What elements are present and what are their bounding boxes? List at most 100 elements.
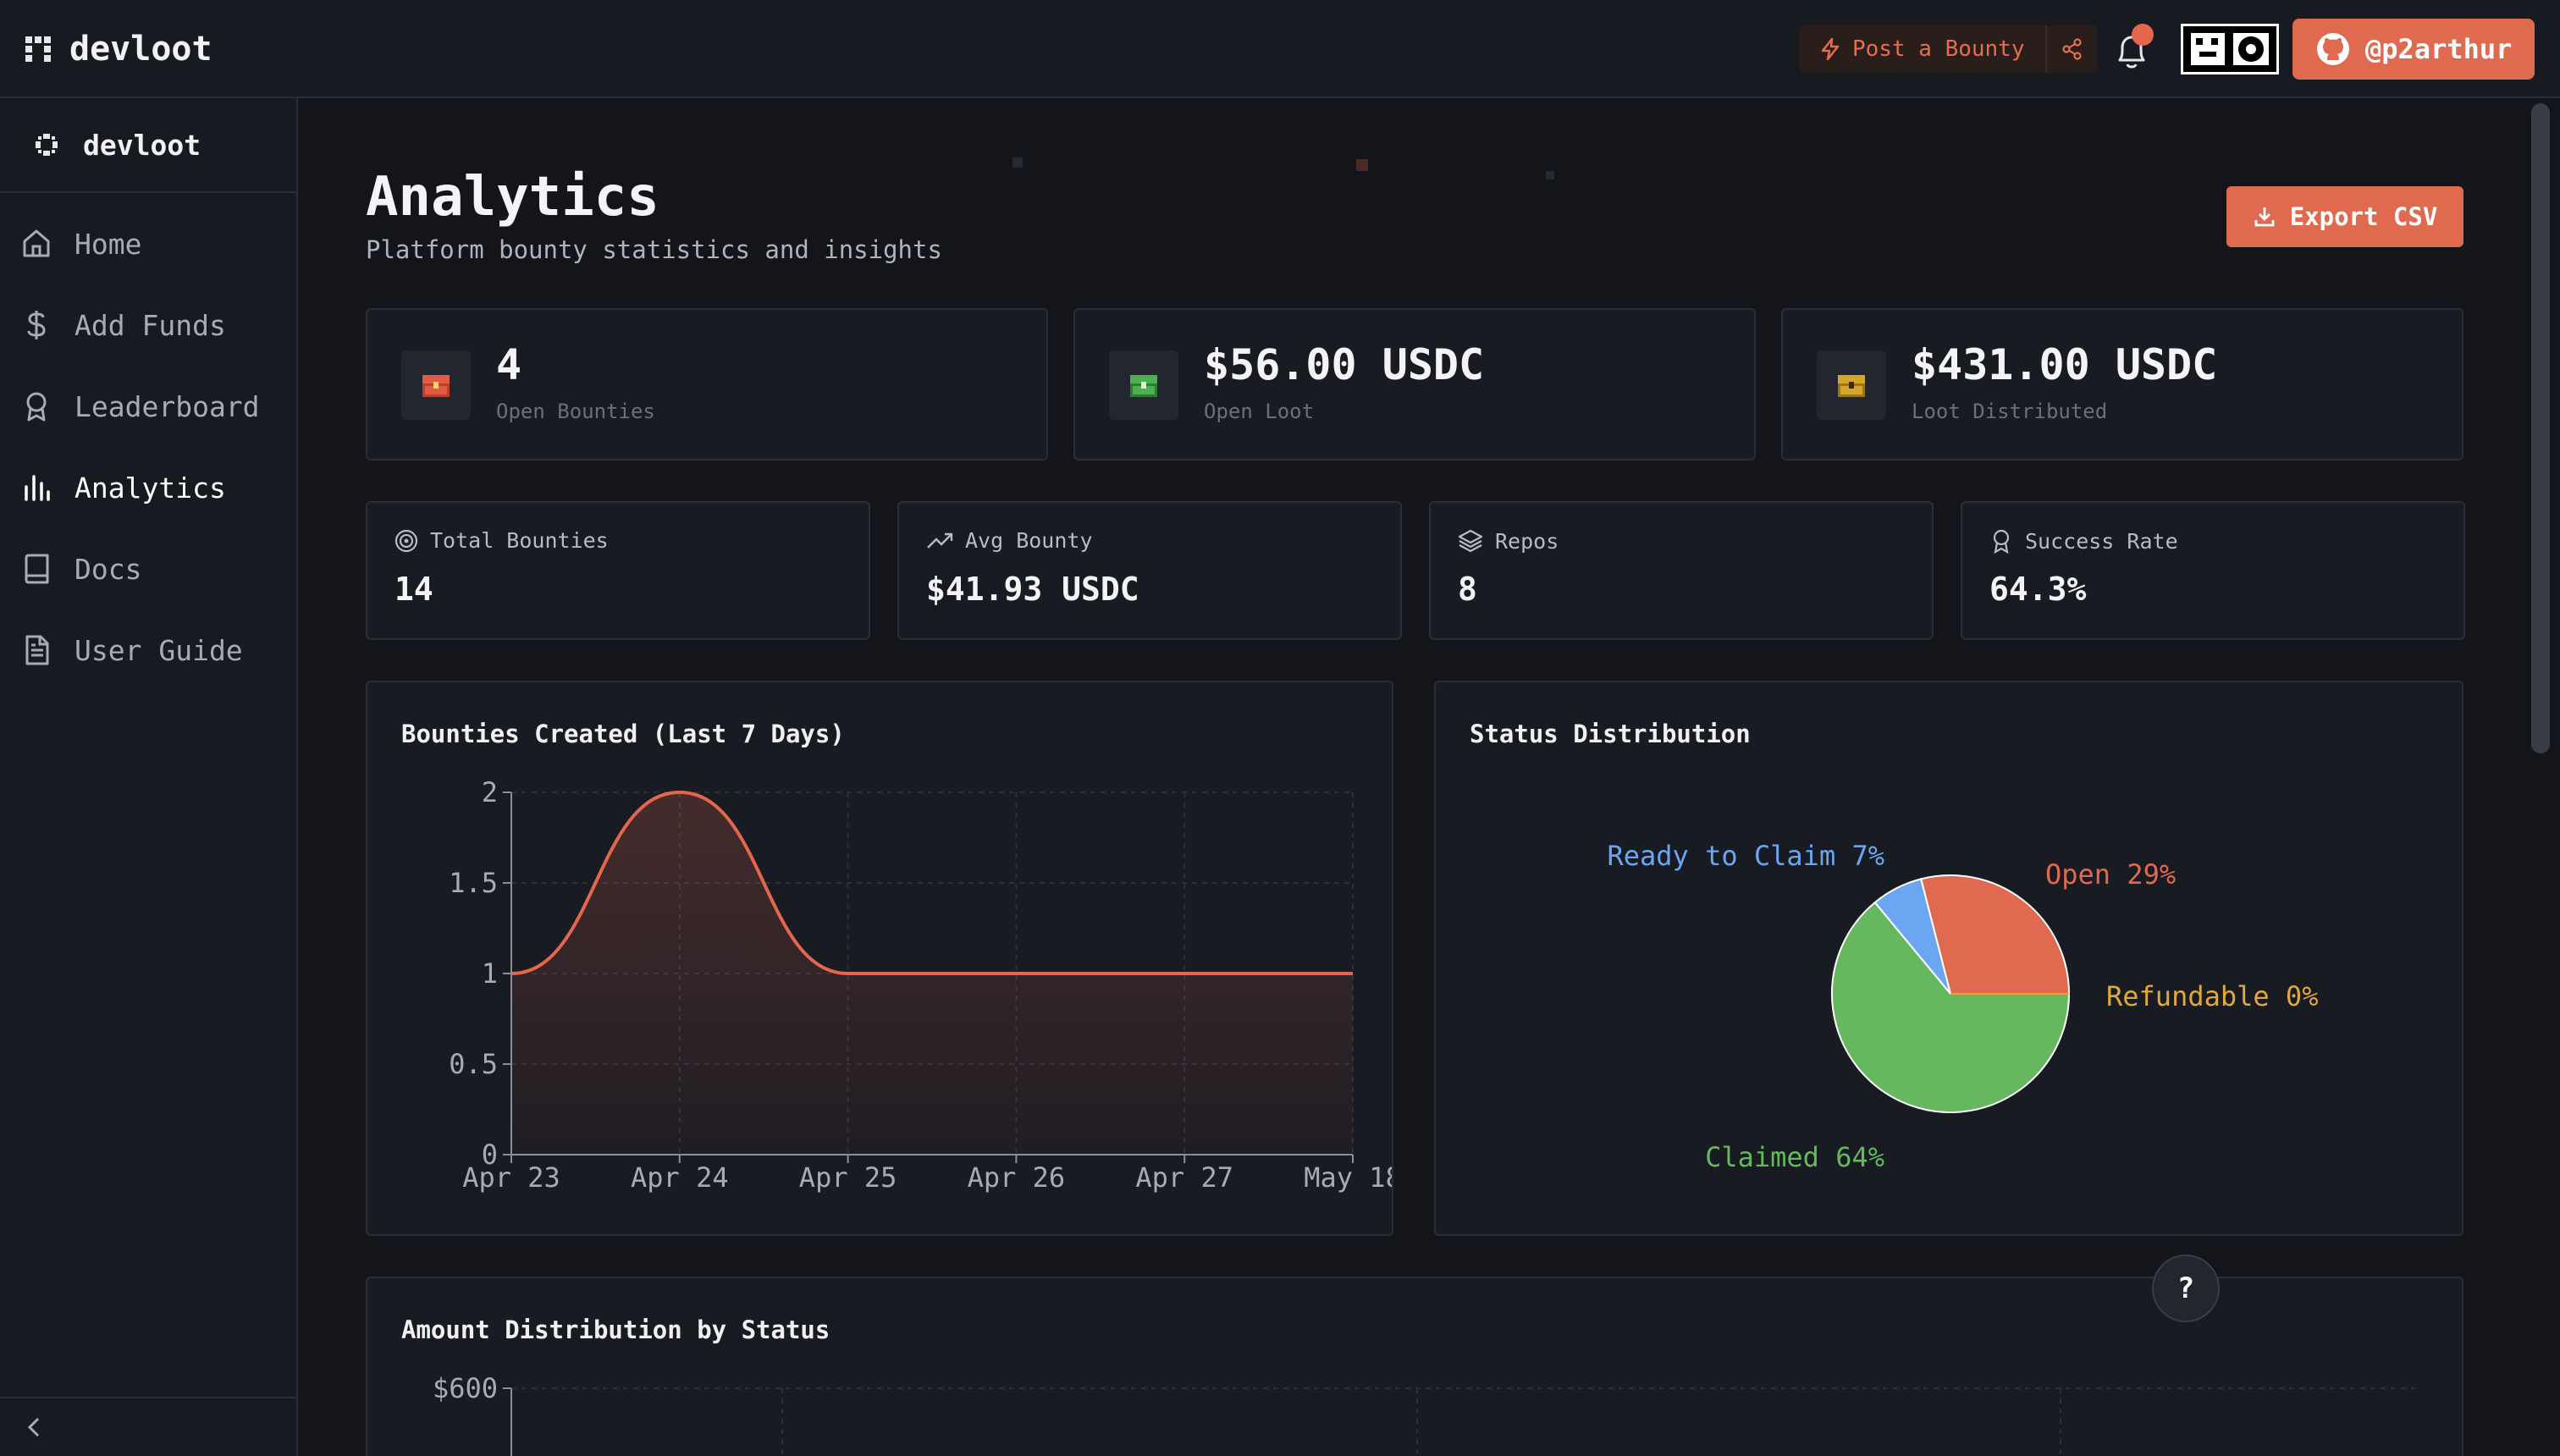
- chest-gold-icon: [1838, 375, 1865, 397]
- collapse-sidebar-button[interactable]: [0, 1397, 296, 1456]
- download-icon: [2254, 207, 2275, 227]
- sidebar-item-label: Docs: [74, 552, 142, 586]
- sidebar-nav: Home Add Funds Leaderboard Analytics: [0, 193, 296, 691]
- stat-label: Repos: [1495, 528, 1559, 554]
- share-button[interactable]: [2046, 25, 2098, 73]
- github-icon: [2317, 33, 2349, 65]
- stat-card-success-rate: Success Rate 64.3%: [1961, 501, 2465, 640]
- treasure-chest-icon: [401, 350, 471, 420]
- pie-label: Open 29%: [2045, 858, 2176, 891]
- stat-value: $41.93 USDC: [926, 571, 1139, 608]
- decor-pixel: [1012, 157, 1023, 168]
- scrollbar[interactable]: [2531, 103, 2550, 753]
- stat-label-row: Avg Bounty: [926, 528, 1093, 553]
- decor-pixel: [1356, 159, 1368, 171]
- help-button[interactable]: ?: [2152, 1255, 2220, 1322]
- stat-value: 64.3%: [1989, 571, 2087, 608]
- stat-label: Avg Bounty: [965, 528, 1093, 553]
- chevron-left-icon: [27, 1417, 40, 1437]
- book-icon: [25, 554, 49, 584]
- sidebar-item-user-guide[interactable]: User Guide: [0, 609, 296, 691]
- top-bar: devloot Post a Bounty: [0, 0, 2560, 98]
- dollar-icon: [27, 311, 46, 339]
- github-profile-button[interactable]: @p2arthur: [2292, 19, 2535, 80]
- sidebar-item-label: Add Funds: [74, 308, 226, 342]
- chart-title: Amount Distribution by Status: [401, 1315, 830, 1344]
- home-icon: [23, 229, 50, 257]
- brand[interactable]: devloot: [25, 25, 212, 73]
- sidebar-item-home[interactable]: Home: [0, 203, 296, 284]
- page-subtitle: Platform bounty statistics and insights: [366, 235, 942, 264]
- stat-card-total-bounties: Total Bounties 14: [366, 501, 870, 640]
- x-tick-label: Apr 24: [631, 1161, 729, 1194]
- logo-icon: [25, 36, 51, 62]
- layers-icon: [1458, 529, 1483, 553]
- sidebar-item-label: User Guide: [74, 633, 243, 667]
- treasure-chest-icon: [1817, 350, 1886, 420]
- stat-label-row: Total Bounties: [394, 528, 609, 553]
- x-tick-label: Apr 27: [1135, 1161, 1233, 1194]
- bounties-created-chart: 0 0.5 1 1.5 2 Apr 23 Apr 24 Apr 25 Apr 26 Apr 27 M…: [449, 776, 1392, 1194]
- main-content: Analytics Platform bounty statistics and…: [300, 98, 2560, 1456]
- page-title: Analytics: [366, 166, 659, 229]
- notification-badge: [2132, 24, 2154, 46]
- stat-card-avg-bounty: Avg Bounty $41.93 USDC: [897, 501, 1402, 640]
- amount-distribution-chart: $600: [433, 1372, 2416, 1456]
- y-tick-label: 1: [482, 957, 498, 990]
- pie-label: Refundable 0%: [2106, 980, 2318, 1012]
- file-text-icon: [25, 635, 49, 665]
- decor-pixel: [1546, 171, 1554, 179]
- post-bounty-group: Post a Bounty: [1800, 25, 2098, 73]
- bounties-created-chart-card: Bounties Created (Last 7 Days) 0 0.5 1 1.5 2…: [366, 681, 1393, 1236]
- stat-card-open-loot: $56.00 USDC Open Loot: [1073, 308, 1756, 461]
- pie-slice-open: [1919, 874, 2071, 995]
- chest-green-icon: [1130, 375, 1157, 397]
- y-tick-label: $600: [433, 1372, 498, 1404]
- sidebar-item-add-funds[interactable]: Add Funds: [0, 284, 296, 366]
- share-icon: [2061, 38, 2082, 60]
- sidebar: devloot Home Add Funds Leaderboard: [0, 98, 298, 1456]
- pie-label: Claimed 64%: [1705, 1141, 1884, 1173]
- sidebar-item-label: Home: [74, 227, 142, 261]
- y-tick-label: 0.5: [449, 1048, 498, 1080]
- bar-chart-icon: [25, 475, 50, 501]
- sidebar-logo-icon: [36, 134, 58, 156]
- sidebar-item-leaderboard[interactable]: Leaderboard: [0, 366, 296, 447]
- stat-value: 4: [496, 340, 522, 389]
- award-icon: [26, 392, 47, 422]
- x-tick-label: Apr 23: [462, 1161, 560, 1194]
- sidebar-item-analytics[interactable]: Analytics: [0, 447, 296, 528]
- stat-card-loot-distributed: $431.00 USDC Loot Distributed: [1781, 308, 2463, 461]
- sidebar-brand-name: devloot: [83, 128, 201, 162]
- sidebar-item-docs[interactable]: Docs: [0, 528, 296, 609]
- stat-label: Total Bounties: [430, 528, 609, 553]
- status-distribution-chart-card: Status Distribution Open 29% Refundable 0…: [1434, 681, 2463, 1236]
- chart-title: Bounties Created (Last 7 Days): [401, 720, 845, 748]
- trending-up-icon: [927, 532, 953, 549]
- stat-label: Open Loot: [1204, 400, 1315, 423]
- notifications-button[interactable]: [2108, 24, 2155, 74]
- y-tick-label: 0: [482, 1139, 498, 1171]
- status-distribution-chart: Open 29% Refundable 0% Claimed 64% Ready to…: [1607, 840, 2318, 1173]
- github-username: @p2arthur: [2365, 33, 2513, 65]
- export-csv-label: Export CSV: [2289, 202, 2438, 231]
- post-bounty-button[interactable]: Post a Bounty: [1800, 25, 2047, 73]
- treasure-chest-icon: [1109, 350, 1178, 420]
- stat-card-open-bounties: 4 Open Bounties: [366, 308, 1048, 461]
- pie-label: Ready to Claim 7%: [1607, 840, 1884, 872]
- x-tick-label: Apr 25: [799, 1161, 897, 1194]
- pie-slice-claimed: [1831, 901, 2071, 1113]
- stat-card-repos: Repos 8: [1429, 501, 1934, 640]
- amount-distribution-chart-card: Amount Distribution by Status $600: [366, 1277, 2463, 1456]
- avatar[interactable]: [2181, 24, 2279, 74]
- stat-label-row: Success Rate: [1989, 528, 2178, 554]
- export-csv-button[interactable]: Export CSV: [2226, 186, 2463, 247]
- stat-label: Loot Distributed: [1912, 400, 2108, 423]
- x-tick-label: May 18: [1304, 1161, 1392, 1194]
- stat-value: $431.00 USDC: [1912, 340, 2218, 389]
- x-tick-label: Apr 26: [968, 1161, 1066, 1194]
- chart-title: Status Distribution: [1470, 720, 1751, 748]
- sidebar-brand[interactable]: devloot: [0, 98, 296, 193]
- series-line: [510, 790, 1353, 975]
- stat-label: Success Rate: [2025, 528, 2178, 554]
